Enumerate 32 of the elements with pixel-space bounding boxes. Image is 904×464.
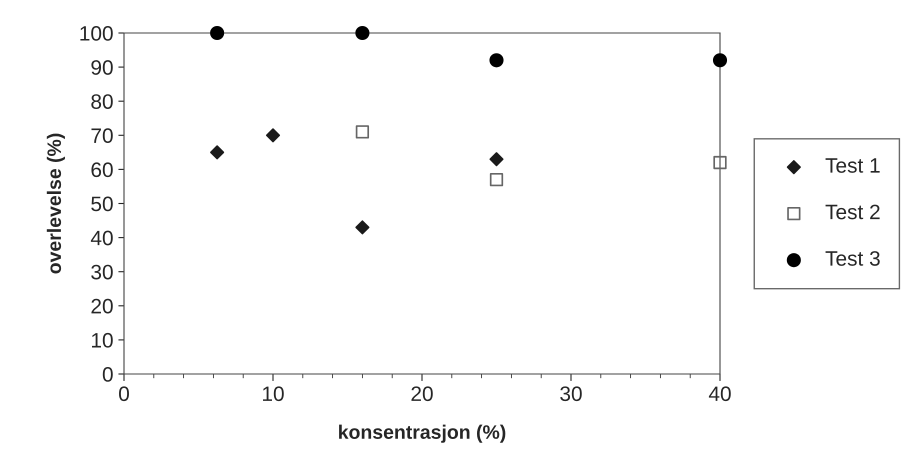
x-tick-label: 20 xyxy=(411,386,433,402)
x-tick-label: 0 xyxy=(119,386,129,402)
y-tick-label: 10 xyxy=(92,332,113,348)
y-tick-label: 50 xyxy=(91,196,113,212)
point xyxy=(712,53,728,68)
y-tick-label: 70 xyxy=(91,128,113,144)
y-tick-label: 0 xyxy=(102,367,113,382)
y-tick-label: 80 xyxy=(91,94,113,109)
point xyxy=(210,145,224,160)
point xyxy=(489,152,504,166)
x-tick-label: 40 xyxy=(708,386,731,402)
y-tick-label: 100 xyxy=(80,26,113,41)
point xyxy=(355,220,370,234)
y-tick-label: 30 xyxy=(91,264,113,280)
x-axis-title: konsentrasjon (%) xyxy=(339,424,506,443)
x-tick-label: 10 xyxy=(263,386,284,402)
point xyxy=(713,156,727,170)
point xyxy=(266,128,280,142)
legend-label: Test 1 xyxy=(826,158,880,173)
point xyxy=(355,26,370,40)
y-tick-label: 90 xyxy=(91,60,113,75)
point xyxy=(210,26,224,40)
legend-label: Test 3 xyxy=(826,251,880,266)
x-tick-label: 30 xyxy=(560,386,582,402)
point xyxy=(490,172,504,186)
y-tick-label: 60 xyxy=(91,162,113,178)
y-tick-label: 40 xyxy=(90,230,113,246)
legend-label: Test 2 xyxy=(826,204,880,220)
y-axis-title: overlevelse (%) xyxy=(46,134,65,274)
y-tick-label: 20 xyxy=(91,298,113,314)
point xyxy=(356,125,370,139)
point xyxy=(489,53,504,68)
